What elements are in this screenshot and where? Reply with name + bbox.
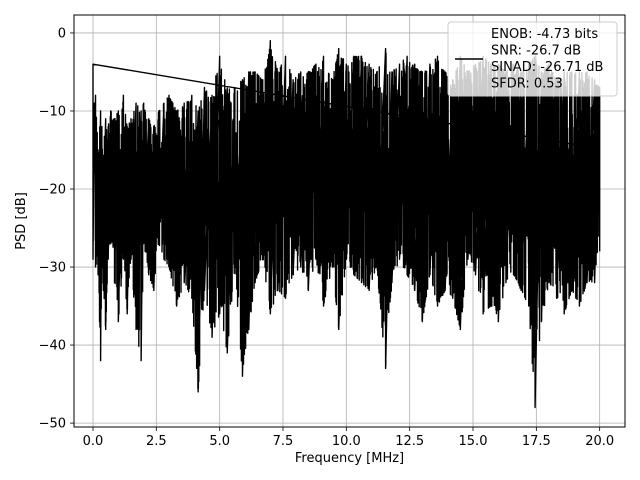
y-tick-label: −30 [39,261,66,276]
x-tick-label: 10.0 [332,434,361,449]
x-tick-label: 0.0 [83,434,104,449]
x-tick-label: 20.0 [585,434,614,449]
x-tick-label: 5.0 [209,434,230,449]
y-tick-label: 0 [58,26,66,41]
y-tick-label: −10 [39,104,66,119]
legend-box [447,21,618,97]
y-axis-label: PSD [dB] [14,192,29,250]
plot-frame [73,14,626,428]
y-tick-label: −20 [39,183,66,198]
x-tick-label: 2.5 [146,434,167,449]
y-tick-label: −40 [39,339,66,354]
psd-series-line [92,40,601,409]
x-tick-label: 15.0 [459,434,488,449]
x-tick-label: 12.5 [395,434,424,449]
axis-ticks: 0.0 2.5 5.0 7.5 10.0 12.5 15.0 17.5 20.0 0 −10 −20 −… [39,26,615,449]
x-axis-label: Frequency [MHz] [295,451,404,466]
legend-entry-line: SFDR: 0.53 [491,77,563,92]
y-tick-label: −50 [39,417,66,432]
x-tick-label: 17.5 [522,434,551,449]
legend-entry-line: ENOB: -4.73 bits [491,27,598,42]
legend-entry-line: SNR: -26.7 dB [491,44,581,59]
x-tick-label: 7.5 [273,434,294,449]
legend-entry-line: SINAD: -26.71 dB [491,60,603,75]
plot-area [92,40,601,409]
